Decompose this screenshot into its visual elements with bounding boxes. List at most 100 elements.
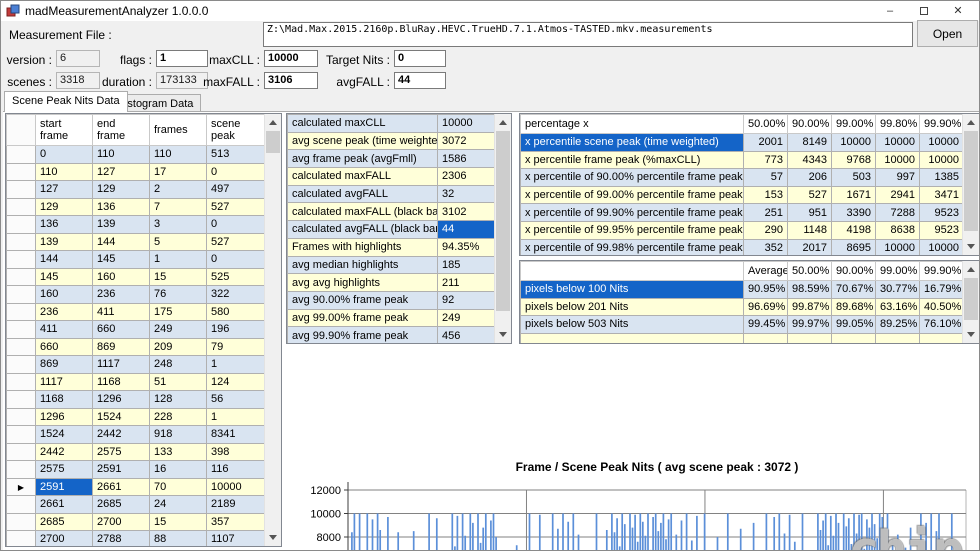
column-header[interactable]: 99.90% [920,115,964,134]
cell[interactable]: 869 [93,338,150,356]
cell[interactable]: 2575 [36,461,93,479]
stat-label-cell[interactable]: calculated maxFALL [288,168,438,186]
cell[interactable]: 249 [150,321,207,339]
cell[interactable]: 2189 [207,496,265,514]
column-header[interactable]: scene peak [207,115,265,146]
stat-value-cell[interactable]: 10000 [438,115,495,133]
column-header[interactable]: end frame [93,115,150,146]
cell[interactable]: 2017 [788,239,832,256]
cell[interactable]: 0 [36,146,93,164]
cell[interactable]: 2591 [93,461,150,479]
cell[interactable]: 4198 [832,221,876,239]
stat-label-cell[interactable]: avg 90.00% frame peak [288,291,438,309]
cell[interactable]: 10000 [207,478,265,496]
scroll-down-icon[interactable] [963,238,979,255]
avgfall-field[interactable]: 44 [394,72,446,89]
cell[interactable]: 352 [744,239,788,256]
cell[interactable]: 2591 [36,478,93,496]
scroll-thumb[interactable] [964,278,978,320]
row-header[interactable] [7,408,36,426]
cell[interactable]: 116 [207,461,265,479]
cell[interactable]: 110 [36,163,93,181]
cell[interactable]: 4343 [788,151,832,169]
cell[interactable]: 144 [36,251,93,269]
row-header[interactable] [7,531,36,548]
cell[interactable]: 9768 [832,151,876,169]
cell[interactable]: 136 [93,198,150,216]
cell[interactable]: 57 [744,169,788,187]
column-header[interactable]: 90.00% [788,115,832,134]
cell[interactable]: 127 [93,163,150,181]
stat-value-cell[interactable]: 185 [438,256,495,274]
cell[interactable]: 0 [207,163,265,181]
cell[interactable]: 139 [36,233,93,251]
stat-label-cell[interactable]: calculated avgFALL [288,185,438,203]
row-header[interactable] [7,303,36,321]
cell[interactable]: 1117 [93,356,150,374]
cell[interactable]: 1 [207,356,265,374]
cell[interactable]: 1 [207,408,265,426]
maximize-button[interactable] [907,1,941,21]
vertical-scrollbar[interactable] [494,114,511,343]
cell[interactable]: 76.10% [920,316,964,334]
row-header[interactable] [7,181,36,199]
minimize-button[interactable]: – [873,1,907,21]
cell[interactable]: 110 [150,146,207,164]
cell[interactable]: 248 [150,356,207,374]
cell[interactable]: x percentile scene peak (time weighted) [521,134,744,152]
cell[interactable]: 0 [207,251,265,269]
cell[interactable]: 129 [36,198,93,216]
scroll-up-icon[interactable] [495,114,511,131]
cell[interactable]: 513 [207,146,265,164]
cell[interactable]: 10000 [920,151,964,169]
row-header[interactable] [7,321,36,339]
cell[interactable]: 76 [150,286,207,304]
cell[interactable]: 3471 [920,186,964,204]
row-header[interactable]: ▶ [7,478,36,496]
cell[interactable]: 1671 [832,186,876,204]
cell[interactable]: 0 [207,216,265,234]
scroll-up-icon[interactable] [963,261,979,278]
stat-label-cell[interactable]: calculated maxFALL (black bars ... [288,203,438,221]
stat-value-cell[interactable]: 3072 [438,132,495,150]
cell[interactable]: x percentile of 99.98% percentile frame … [521,239,744,256]
cell[interactable]: 51 [150,373,207,391]
stat-value-cell[interactable]: 211 [438,274,495,292]
cell[interactable]: 15 [150,268,207,286]
cell[interactable]: 30.77% [876,281,920,299]
cell[interactable]: 139 [93,216,150,234]
cell[interactable]: 2001 [744,134,788,152]
maxcll-field[interactable]: 10000 [264,50,318,67]
cell[interactable]: 8341 [207,426,265,444]
column-header[interactable]: 50.00% [788,262,832,281]
stat-value-cell[interactable]: 1586 [438,150,495,168]
scroll-thumb[interactable] [266,131,280,153]
measurement-file-input[interactable]: Z:\Mad.Max.2015.2160p.BluRay.HEVC.TrueHD… [263,22,913,47]
column-header[interactable]: Average [744,262,788,281]
row-header[interactable] [7,338,36,356]
cell[interactable]: 918 [150,426,207,444]
cell[interactable]: x percentile of 90.00% percentile frame … [521,169,744,187]
column-header[interactable]: 99.90% [920,262,964,281]
cell[interactable]: 1524 [93,408,150,426]
row-header[interactable] [7,373,36,391]
cell[interactable]: 228 [150,408,207,426]
cell[interactable]: 70 [150,478,207,496]
cell[interactable]: 1385 [920,169,964,187]
cell[interactable]: 99.45% [744,316,788,334]
corner-header[interactable] [7,115,36,146]
row-header[interactable] [7,268,36,286]
row-header[interactable] [7,513,36,531]
cell[interactable]: x percentile of 99.00% percentile frame … [521,186,744,204]
row-header[interactable] [7,461,36,479]
open-button[interactable]: Open [917,20,978,47]
stat-value-cell[interactable]: 3102 [438,203,495,221]
cell[interactable]: 196 [207,321,265,339]
column-header[interactable]: 99.80% [876,115,920,134]
cell[interactable]: 357 [207,513,265,531]
stat-label-cell[interactable]: calculated avgFALL (black bars ... [288,221,438,239]
cell[interactable]: 8638 [876,221,920,239]
cell[interactable]: pixels below 503 Nits [521,316,744,334]
cell[interactable]: 124 [207,373,265,391]
cell[interactable]: 236 [36,303,93,321]
